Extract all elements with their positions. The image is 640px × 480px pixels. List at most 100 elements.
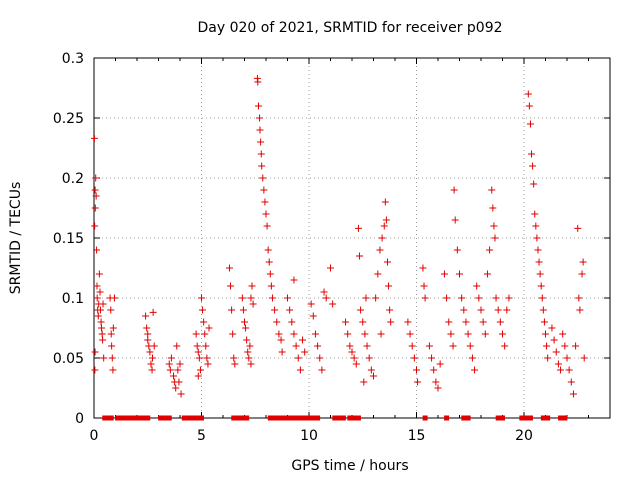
data-point — [574, 224, 582, 232]
data-point — [499, 330, 506, 338]
data-point — [275, 330, 283, 338]
data-point — [374, 270, 382, 278]
data-point — [109, 324, 117, 332]
zero-data-point — [527, 415, 533, 421]
zero-data-point — [347, 415, 353, 421]
zero-data-point — [162, 415, 168, 421]
data-point — [466, 342, 474, 350]
data-point — [109, 366, 117, 374]
data-point — [419, 264, 427, 272]
data-point — [314, 342, 322, 350]
data-point — [150, 342, 158, 350]
y-tick-label: 0.05 — [53, 351, 84, 367]
data-point — [453, 246, 461, 254]
data-point — [533, 234, 541, 242]
data-point — [91, 186, 99, 194]
data-point — [266, 270, 274, 278]
data-point — [540, 318, 548, 326]
data-point — [301, 348, 309, 356]
data-point — [477, 306, 485, 314]
data-point — [526, 120, 534, 128]
data-point — [256, 114, 264, 122]
data-point — [241, 318, 248, 326]
data-point — [449, 342, 457, 350]
zero-data-point — [244, 415, 250, 421]
data-point — [268, 294, 276, 302]
zero-data-point — [315, 415, 321, 421]
data-point — [503, 306, 511, 314]
data-point — [464, 330, 472, 338]
zero-data-point — [289, 415, 295, 421]
data-point — [91, 222, 99, 230]
data-point — [91, 348, 99, 356]
data-point — [98, 330, 106, 338]
data-point — [430, 366, 438, 374]
data-point — [496, 318, 504, 326]
zero-data-point — [235, 415, 241, 421]
data-point — [386, 306, 394, 314]
data-point — [535, 258, 543, 266]
data-point — [247, 294, 255, 302]
data-point — [576, 306, 584, 314]
data-point — [443, 294, 451, 302]
data-point — [174, 366, 182, 374]
data-point — [99, 336, 107, 344]
data-point — [254, 102, 262, 110]
data-point — [451, 216, 459, 224]
data-point — [196, 366, 204, 374]
data-point — [381, 198, 389, 206]
zero-data-point — [136, 415, 142, 421]
data-point — [259, 174, 267, 182]
zero-data-point — [231, 415, 237, 421]
zero-data-point — [340, 415, 346, 421]
data-point — [342, 318, 350, 326]
data-point — [536, 270, 544, 278]
data-point — [97, 318, 105, 326]
data-point — [108, 342, 116, 350]
data-point — [243, 336, 251, 344]
data-point — [147, 360, 155, 368]
data-point — [91, 204, 99, 212]
data-point — [475, 294, 483, 302]
data-point — [284, 294, 291, 302]
zero-data-point — [306, 415, 312, 421]
y-tick-label: 0.3 — [62, 51, 84, 67]
data-point — [248, 282, 256, 290]
data-point — [267, 282, 275, 290]
data-point — [387, 318, 395, 326]
data-point — [227, 282, 235, 290]
zero-data-point — [422, 415, 428, 421]
data-point — [95, 270, 103, 278]
data-point — [292, 342, 300, 350]
data-point — [290, 330, 298, 338]
data-point — [376, 246, 384, 254]
data-point — [238, 294, 246, 302]
y-tick-label: 0.1 — [62, 291, 84, 307]
zero-data-point — [128, 415, 134, 421]
data-point — [192, 330, 200, 338]
x-tick-label: 15 — [408, 428, 426, 444]
data-point — [460, 306, 468, 314]
data-point — [311, 330, 319, 338]
data-point — [505, 294, 513, 302]
data-point — [107, 330, 115, 338]
zero-data-point — [355, 415, 361, 421]
data-point — [434, 384, 442, 392]
data-point — [580, 354, 588, 362]
data-point — [554, 360, 562, 368]
data-point — [198, 294, 205, 302]
zero-data-point — [194, 415, 200, 421]
data-point — [262, 210, 270, 218]
data-point — [258, 162, 266, 170]
data-point — [447, 330, 455, 338]
data-point — [260, 186, 268, 194]
zero-data-point — [166, 415, 172, 421]
data-point — [107, 306, 115, 314]
data-point — [329, 300, 337, 308]
data-point — [432, 378, 440, 386]
data-point — [264, 246, 272, 254]
data-point — [524, 90, 532, 98]
data-point — [318, 366, 326, 374]
data-point — [567, 378, 575, 386]
data-point — [425, 342, 433, 350]
